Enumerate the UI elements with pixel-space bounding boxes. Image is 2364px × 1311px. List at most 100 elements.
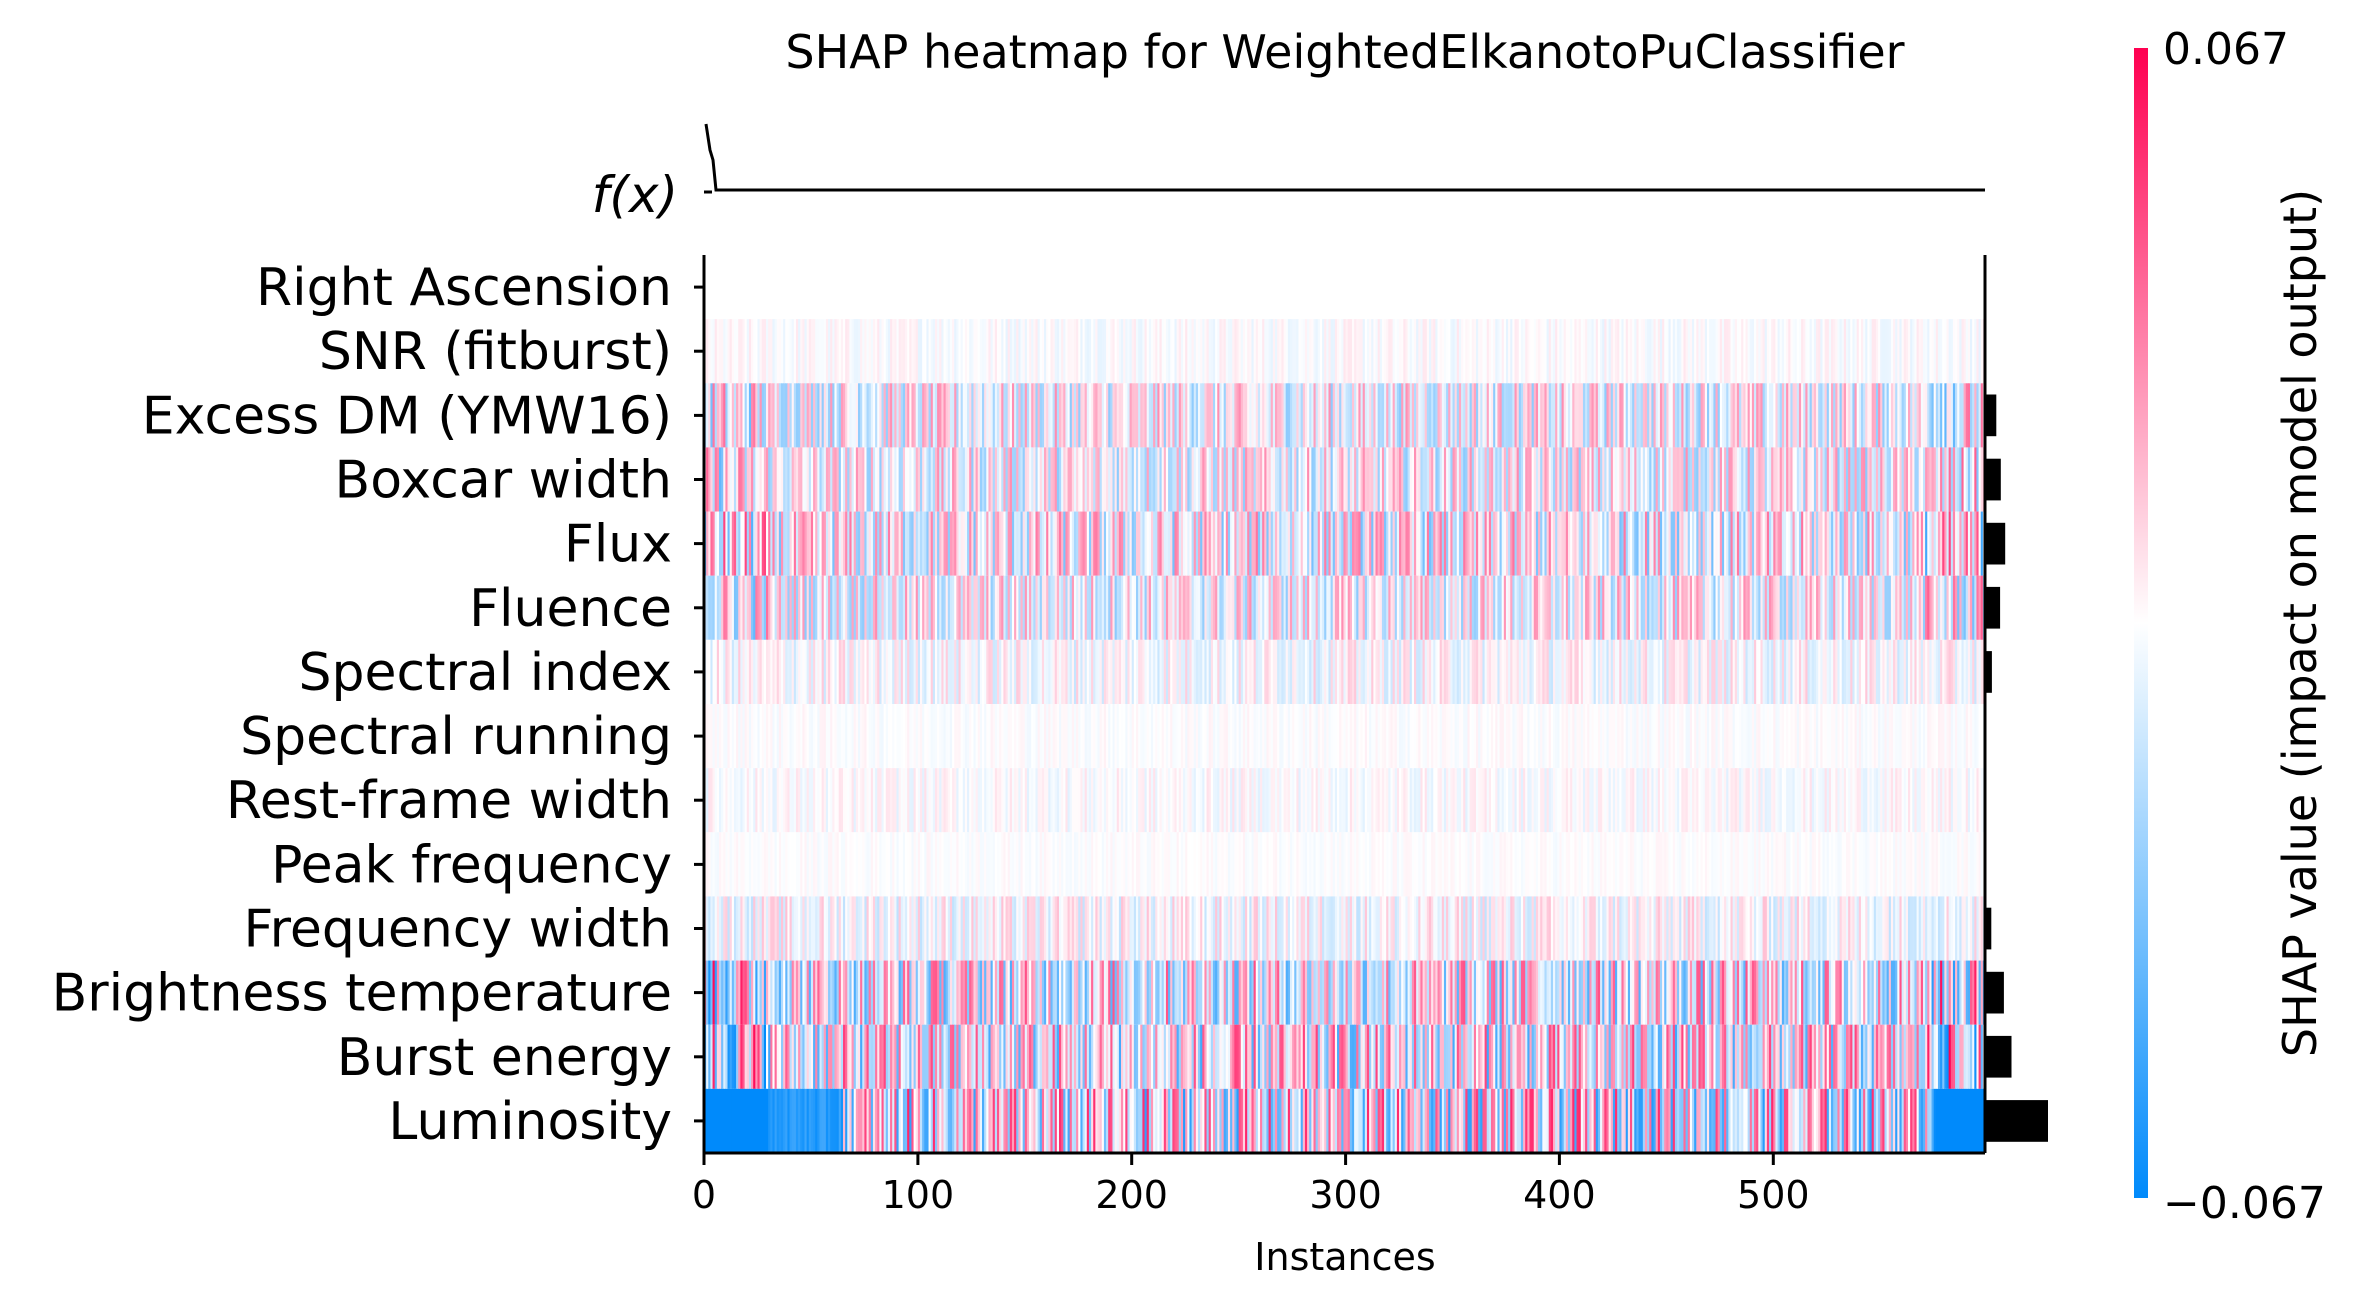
heatmap-cell [1245,704,1248,769]
heatmap-cell [898,575,902,640]
heatmap-cell [755,704,759,769]
heatmap-cell [1110,255,1114,320]
heatmap-cell [727,447,731,512]
heatmap-cell [1711,511,1714,576]
heatmap-cell [1394,383,1398,448]
heatmap-cell [862,255,865,320]
heatmap-cell [1666,575,1670,640]
heatmap-cell [1059,511,1062,576]
heatmap-cell [1848,447,1851,512]
heatmap-cell [718,639,722,704]
heatmap-cell [1957,383,1960,448]
heatmap-cell [1168,383,1171,448]
heatmap-cell [772,319,776,384]
heatmap-cell [1533,447,1537,512]
heatmap-cell [1452,383,1456,448]
heatmap-cell [1356,511,1359,576]
heatmap-cell [1798,447,1802,512]
heatmap-cell [1262,639,1265,704]
heatmap-cell [1794,319,1798,384]
heatmap-cell [1961,319,1965,384]
heatmap-cell [1501,704,1505,769]
heatmap-cell [751,575,754,640]
heatmap-cell [1227,383,1231,448]
heatmap-cell [1794,511,1798,576]
heatmap-cell [740,704,744,769]
heatmap-cell [1302,639,1306,704]
heatmap-cell [725,447,729,512]
heatmap-cell [1403,447,1407,512]
heatmap-cell [1593,639,1597,704]
heatmap-cell [911,639,915,704]
heatmap-cell [1223,319,1227,384]
heatmap-cell [928,511,932,576]
heatmap-cell [1927,704,1930,769]
heatmap-cell [1736,639,1740,704]
heatmap-cell [1632,639,1635,704]
heatmap-cell [1215,447,1218,512]
heatmap-cell [1420,575,1424,640]
heatmap-cell [787,383,791,448]
heatmap-cell [1088,319,1092,384]
heatmap-cell [1106,383,1109,448]
heatmap-cell [1572,319,1575,384]
heatmap-cell [1495,383,1499,448]
heatmap-cell [1247,383,1250,448]
heatmap-cell [1223,639,1227,704]
heatmap-cell [1831,575,1834,640]
heatmap-cell [1029,768,1032,833]
heatmap-cell [819,511,823,576]
heatmap-cell [905,319,908,384]
heatmap-cell [1908,575,1911,640]
heatmap-cell [1721,704,1725,769]
heatmap-cell [753,768,756,833]
heatmap-cell [1178,255,1182,320]
heatmap-cell [845,383,848,448]
heatmap-cell [1386,383,1389,448]
heatmap-cell [1600,447,1603,512]
heatmap-cell [798,255,801,320]
heatmap-cell [1401,319,1404,384]
heatmap-cell [1610,383,1614,448]
heatmap-cell [1296,704,1300,769]
heatmap-cell [1304,511,1308,576]
heatmap-cell [1366,511,1370,576]
heatmap-cell [1411,575,1415,640]
heatmap-cell [939,319,942,384]
heatmap-cell [866,704,870,769]
heatmap-cell [860,768,863,833]
heatmap-cell [1170,575,1173,640]
heatmap-cell [1347,319,1351,384]
heatmap-cell [1009,383,1013,448]
heatmap-cell [1841,383,1845,448]
heatmap-cell [875,575,878,640]
heatmap-cell [1022,255,1026,320]
heatmap-cell [1326,511,1330,576]
heatmap-cell [1187,319,1191,384]
heatmap-cell [1897,704,1901,769]
heatmap-cell [1121,319,1124,384]
heatmap-cell [1542,319,1546,384]
heatmap-cell [1833,255,1836,320]
heatmap-cell [1942,319,1945,384]
heatmap-cell [1399,319,1402,384]
heatmap-cell [1525,319,1528,384]
heatmap-cell [1843,255,1847,320]
heatmap-cell [751,704,754,769]
heatmap-cell [1929,704,1933,769]
heatmap-cell [1777,639,1781,704]
heatmap-cell [1138,447,1141,512]
heatmap-cell [1458,447,1462,512]
heatmap-cell [1033,511,1037,576]
heatmap-cell [1647,447,1650,512]
heatmap-cell [1039,639,1043,704]
heatmap-cell [1420,704,1424,769]
heatmap-cell [1918,255,1922,320]
heatmap-cell [1116,704,1120,769]
heatmap-cell [832,319,836,384]
heatmap-cell [962,575,966,640]
heatmap-cell [919,768,923,833]
heatmap-cell [1681,511,1685,576]
heatmap-cell [840,383,844,448]
heatmap-cell [789,575,793,640]
